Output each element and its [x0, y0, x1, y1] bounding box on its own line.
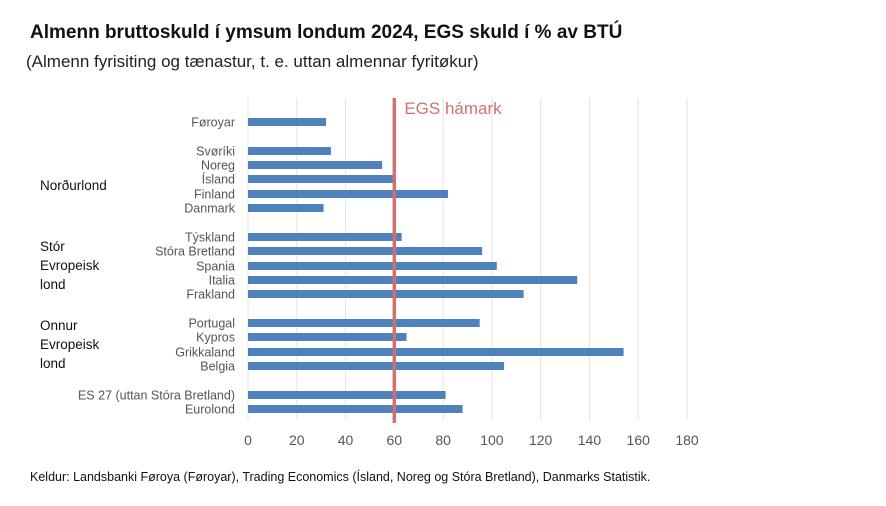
bar-15: [248, 391, 446, 399]
category-label: Týskland: [185, 231, 235, 245]
category-label: Kypros: [196, 331, 235, 345]
bar-6: [248, 233, 402, 241]
group-label-other-europe-line2: Evropeisk: [40, 337, 100, 352]
bar-1: [248, 147, 331, 155]
bar-12: [248, 333, 407, 341]
chart-title: Almenn bruttoskuld í ymsum londum 2024, …: [30, 22, 623, 43]
group-label-big-europe-line1: Stór: [40, 239, 65, 254]
bar-14: [248, 362, 505, 370]
category-label: Italia: [209, 274, 235, 288]
group-label-big-europe-line2: Evropeisk: [40, 258, 100, 273]
category-label: ES 27 (uttan Stóra Bretland): [78, 389, 235, 403]
bar-3: [248, 175, 395, 183]
x-tick-label: 140: [578, 432, 602, 448]
group-label-big-europe: Stór Evropeisk lond: [40, 237, 99, 294]
group-label-nordic-text: Norðurlond: [40, 178, 107, 193]
group-label-other-europe: Onnur Evropeisk lond: [40, 316, 99, 373]
category-label: Portugal: [188, 317, 235, 331]
category-label: Grikkaland: [175, 346, 235, 360]
bar-11: [248, 319, 480, 327]
x-tick-label: 0: [244, 432, 252, 448]
bar-4: [248, 190, 448, 198]
bar-9: [248, 276, 578, 284]
category-label: Noreg: [201, 159, 235, 173]
bar-8: [248, 262, 497, 270]
x-tick-label: 20: [289, 432, 305, 448]
category-label: Eurolond: [185, 403, 235, 417]
bar-10: [248, 290, 524, 298]
x-tick-label: 160: [627, 432, 651, 448]
group-label-nordic: Norðurlond: [40, 176, 107, 195]
category-label: Belgia: [200, 360, 235, 374]
group-label-big-europe-line3: lond: [40, 277, 66, 292]
egs-limit-label: EGS hámark: [404, 99, 502, 118]
category-label: Danmark: [184, 202, 235, 216]
group-label-other-europe-line1: Onnur: [40, 318, 78, 333]
bar-7: [248, 247, 483, 255]
bar-0: [248, 118, 327, 126]
x-tick-label: 120: [529, 432, 553, 448]
category-label: Ísland: [202, 172, 235, 187]
category-label: Stóra Bretland: [155, 245, 235, 259]
category-label: Spania: [196, 260, 235, 274]
x-tick-label: 60: [387, 432, 403, 448]
x-tick-label: 40: [338, 432, 354, 448]
bar-2: [248, 161, 383, 169]
x-tick-label: 80: [435, 432, 451, 448]
x-tick-label: 100: [480, 432, 504, 448]
category-label: Føroyar: [191, 116, 235, 130]
bar-13: [248, 348, 624, 356]
chart-subtitle: (Almenn fyrisiting og tænastur, t. e. ut…: [26, 52, 479, 71]
category-label: Svøríki: [196, 145, 235, 159]
group-label-other-europe-line3: lond: [40, 356, 66, 371]
category-label: Finland: [194, 188, 235, 202]
bar-5: [248, 204, 324, 212]
bar-16: [248, 405, 463, 413]
source-note: Keldur: Landsbanki Føroya (Føroyar), Tra…: [30, 470, 651, 484]
category-label: Frakland: [186, 288, 235, 302]
x-tick-label: 180: [675, 432, 699, 448]
